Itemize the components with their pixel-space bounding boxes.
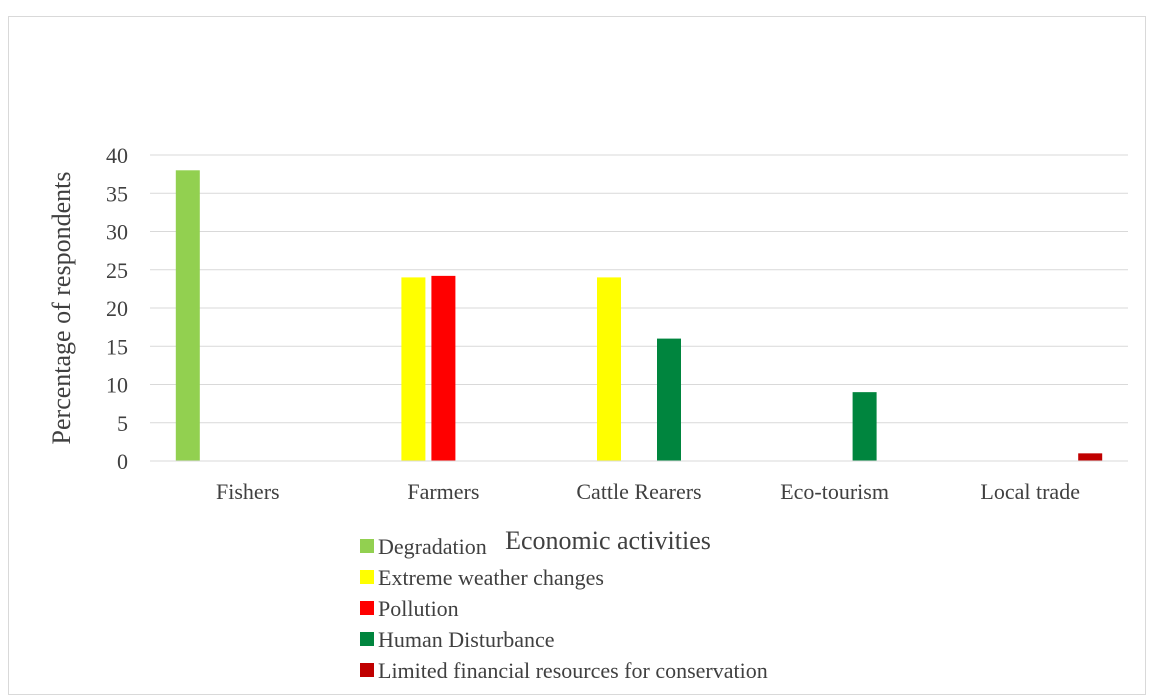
bar-pollution-farmers	[431, 275, 456, 461]
legend-swatch	[360, 539, 374, 553]
bar-human-disturbance-cattle-rearers	[657, 338, 681, 461]
y-tick-label: 20	[106, 296, 128, 321]
legend-entry-label: Extreme weather changes	[378, 565, 604, 590]
legend-swatch	[360, 632, 374, 646]
y-tick-label: 10	[106, 373, 128, 398]
legend-swatch	[360, 663, 374, 677]
y-axis-title: Percentage of respondents	[47, 172, 76, 445]
legend: Degradation Extreme weather changes Pollut…	[360, 534, 768, 683]
gridlines	[150, 154, 1128, 424]
x-category-label: Farmers	[407, 479, 479, 504]
axes: 0 5 10 15 20 25 30 35 40 Fishers Farmers Cattle Rea…	[106, 143, 1128, 504]
y-tick-label: 30	[106, 220, 128, 245]
bars	[175, 170, 1103, 462]
y-tick-label: 40	[106, 143, 128, 168]
legend-swatch	[360, 570, 374, 584]
y-tick-label: 0	[117, 449, 128, 474]
bar-human-disturbance-eco-tourism	[852, 392, 877, 461]
legend-entry-label: Degradation	[378, 534, 487, 559]
legend-entry-label: Limited financial resources for conserva…	[378, 658, 768, 683]
bar-extreme-weather-changes-farmers	[401, 277, 426, 461]
bar-extreme-weather-changes-cattle-rearers	[597, 277, 621, 461]
legend-entry-label: Human Disturbance	[378, 627, 555, 652]
y-tick-label: 35	[106, 181, 128, 206]
bar-degradation-fishers	[175, 170, 200, 462]
x-category-label: Cattle Rearers	[576, 479, 701, 504]
y-tick-label: 25	[106, 258, 128, 283]
x-category-label: Local trade	[980, 479, 1080, 504]
y-tick-label: 15	[106, 334, 128, 359]
x-category-label: Eco-tourism	[780, 479, 889, 504]
legend-entry-label: Pollution	[378, 596, 459, 621]
legend-swatch	[360, 601, 374, 615]
y-tick-label: 5	[117, 411, 128, 436]
x-category-label: Fishers	[216, 479, 280, 504]
bar-limited-financial-resources-for-conservation-local-trade	[1078, 453, 1103, 461]
x-axis-title: Economic activities	[505, 526, 711, 555]
